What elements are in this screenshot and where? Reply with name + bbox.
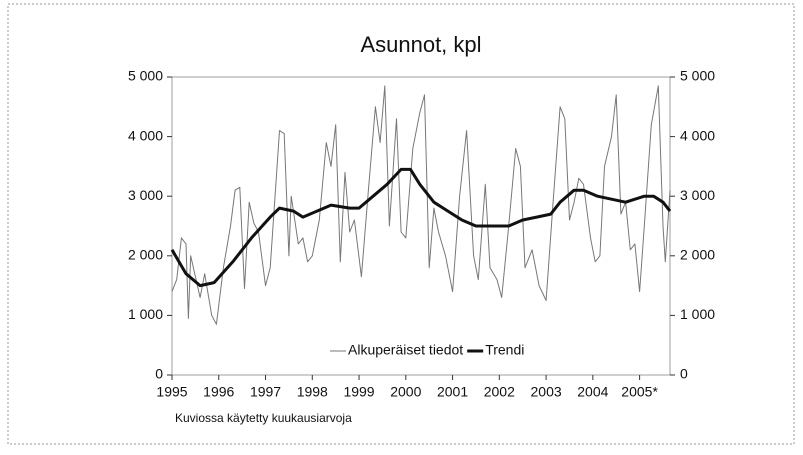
y2-tick-label: 5 000 [680,68,715,84]
y-tick-label: 4 000 [128,127,163,143]
legend-label: Trendi [485,342,524,358]
plot-area [171,76,671,376]
y2-tick-label: 4 000 [680,127,715,143]
y-tick-label: 5 000 [128,68,163,84]
y-tick-label: 3 000 [128,187,163,203]
y-tick-label: 1 000 [128,306,163,322]
series-line [171,85,671,325]
x-tick-label: 2004 [577,384,608,400]
x-tick-label: 2000 [390,384,421,400]
x-tick-label: 1999 [343,384,374,400]
note: Kuviossa käytetty kuukausiarvoja [175,411,352,425]
legend-label: Alkuperäiset tiedot [348,342,463,358]
y2-tick-label: 3 000 [680,187,715,203]
x-tick-label: 2002 [484,384,515,400]
x-tick-label: 1998 [297,384,328,400]
x-tick-label: 1996 [203,384,234,400]
x-tick-label: 1997 [250,384,281,400]
x-tick-label: 2005* [621,384,658,400]
y-tick-label: 0 [155,366,163,382]
y-tick-label: 2 000 [128,247,163,263]
y2-tick-label: 1 000 [680,306,715,322]
y2-tick-label: 0 [680,366,688,382]
series-line [170,167,672,288]
x-tick-label: 1995 [156,384,187,400]
x-tick-label: 2001 [437,384,468,400]
y2-tick-label: 2 000 [680,247,715,263]
frame [7,3,795,445]
chart-title: Asunnot, kpl [360,32,481,57]
x-tick-label: 2003 [531,384,562,400]
